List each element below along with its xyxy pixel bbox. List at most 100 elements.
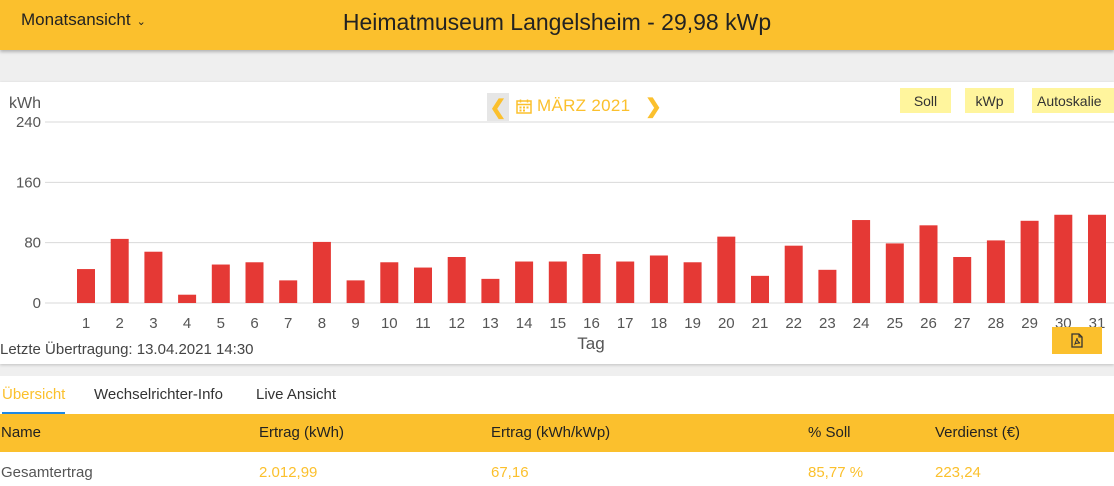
- tab-bar: Übersicht Wechselrichter-Info Live Ansic…: [0, 376, 1114, 414]
- chevron-down-icon: ⌄: [136, 15, 146, 28]
- tab-uebersicht[interactable]: Übersicht: [2, 376, 66, 414]
- top-bar: Monatsansicht ⌄ Heimatmuseum Langelsheim…: [0, 0, 1114, 50]
- x-tick-label: 16: [583, 315, 600, 332]
- tab-wechselrichter-info[interactable]: Wechselrichter-Info: [94, 385, 223, 403]
- x-tick-label: 13: [482, 315, 499, 332]
- bar: [414, 267, 432, 303]
- x-tick-label: 18: [651, 315, 668, 332]
- autoscale-toggle-button[interactable]: Autoskalie: [1032, 88, 1114, 113]
- chevron-right-icon: ❯: [645, 96, 662, 118]
- calendar-icon: [516, 99, 532, 114]
- y-axis-label: kWh: [9, 95, 41, 112]
- x-tick-label: 27: [954, 315, 971, 332]
- bar: [178, 294, 197, 303]
- bar: [616, 261, 635, 303]
- last-transfer-text: Letzte Übertragung: 13.04.2021 14:30: [0, 341, 254, 358]
- x-tick-label: 28: [988, 315, 1005, 332]
- x-tick-label: 5: [217, 315, 225, 332]
- column-header-ertrag-kwh: Ertrag (kWh): [259, 424, 345, 441]
- verdienst-cell: 223,24: [935, 464, 981, 481]
- bar: [784, 245, 803, 303]
- bar: [1020, 220, 1039, 303]
- x-tick-label: 29: [1021, 315, 1038, 332]
- bar: [110, 238, 129, 303]
- x-tick-label: 24: [853, 315, 870, 332]
- summary-table: Name Ertrag (kWh) Ertrag (kWh/kWp) % Sol…: [0, 414, 1114, 486]
- x-axis-label: Tag: [577, 334, 604, 353]
- row-name-cell: Gesamtertrag: [1, 464, 93, 481]
- view-mode-dropdown[interactable]: Monatsansicht ⌄: [21, 10, 146, 30]
- month-label: MÄRZ 2021: [537, 96, 631, 115]
- bar: [515, 261, 534, 303]
- x-tick-label: 23: [819, 315, 836, 332]
- x-tick-label: 8: [318, 315, 326, 332]
- bar: [986, 240, 1005, 303]
- export-pdf-button[interactable]: [1052, 327, 1102, 354]
- bar: [885, 243, 904, 303]
- tab-live-ansicht[interactable]: Live Ansicht: [256, 385, 337, 403]
- soll-percent-cell: 85,77 %: [808, 464, 864, 481]
- x-tick-label: 17: [617, 315, 634, 332]
- column-header-soll: % Soll: [808, 424, 851, 441]
- x-tick-label: 26: [920, 315, 937, 332]
- bar: [852, 220, 871, 303]
- chevron-left-icon: ❮: [489, 96, 507, 119]
- bar: [548, 261, 567, 303]
- pdf-export-icon: [1071, 333, 1083, 348]
- view-mode-label: Monatsansicht: [21, 10, 131, 29]
- bar: [683, 262, 702, 303]
- x-tick-label: 2: [116, 315, 124, 332]
- bar: [447, 256, 466, 303]
- bar: [245, 262, 264, 303]
- bar: [481, 278, 500, 303]
- kwp-toggle-button[interactable]: kWp: [965, 88, 1014, 113]
- column-header-verdienst: Verdienst (€): [935, 424, 1021, 441]
- bar: [144, 251, 163, 303]
- bar: [717, 236, 736, 303]
- x-tick-label: 12: [448, 315, 465, 332]
- bar: [919, 225, 938, 303]
- bar: [751, 275, 769, 303]
- ertrag-kwh-kwp-cell: 67,16: [491, 464, 529, 481]
- bar: [77, 269, 95, 303]
- bar: [818, 269, 837, 303]
- column-header-name: Name: [1, 424, 42, 441]
- x-tick-label: 19: [684, 315, 701, 332]
- x-tick-label: 15: [549, 315, 566, 332]
- x-tick-label: 9: [351, 315, 359, 332]
- soll-toggle-button[interactable]: Soll: [900, 88, 951, 113]
- x-tick-label: 14: [516, 315, 533, 332]
- x-tick-label: 3: [149, 315, 157, 332]
- x-tick-label: 10: [381, 315, 398, 332]
- x-tick-label: 20: [718, 315, 735, 332]
- bar: [380, 262, 399, 303]
- x-tick-label: 11: [415, 315, 431, 332]
- page-title: Heimatmuseum Langelsheim - 29,98 kWp: [342, 9, 772, 35]
- x-tick-label: 22: [785, 315, 802, 332]
- bar: [346, 280, 365, 303]
- bar: [1054, 214, 1073, 303]
- x-tick-label: 21: [752, 315, 769, 332]
- bar: [1088, 214, 1106, 303]
- bar: [312, 241, 331, 303]
- y-tick-label: 80: [24, 235, 41, 252]
- y-tick-label: 0: [33, 295, 41, 312]
- x-tick-label: 7: [284, 315, 292, 332]
- bar: [953, 256, 972, 303]
- y-tick-label: 240: [16, 114, 41, 131]
- bar: [649, 255, 668, 303]
- ertrag-kwh-cell: 2.012,99: [259, 464, 318, 481]
- column-header-ertrag-kwh-kwp: Ertrag (kWh/kWp): [491, 424, 611, 441]
- x-tick-label: 6: [250, 315, 258, 332]
- next-month-button[interactable]: ❯: [645, 94, 662, 119]
- table-header: Name Ertrag (kWh) Ertrag (kWh/kWp) % Sol…: [0, 414, 1114, 452]
- chart-card: kWh 0 80 160 240 1 2 3 4 5 6 7 8 9 10 11 12 13 14 15 16 17 18 1…: [0, 82, 1114, 364]
- y-tick-label: 160: [16, 174, 41, 191]
- previous-month-button[interactable]: ❮: [487, 93, 509, 121]
- bar: [211, 264, 230, 303]
- x-tick-label: 1: [82, 315, 90, 332]
- bar: [279, 280, 298, 303]
- bar: [582, 253, 601, 303]
- month-selector[interactable]: MÄRZ 2021: [516, 96, 630, 116]
